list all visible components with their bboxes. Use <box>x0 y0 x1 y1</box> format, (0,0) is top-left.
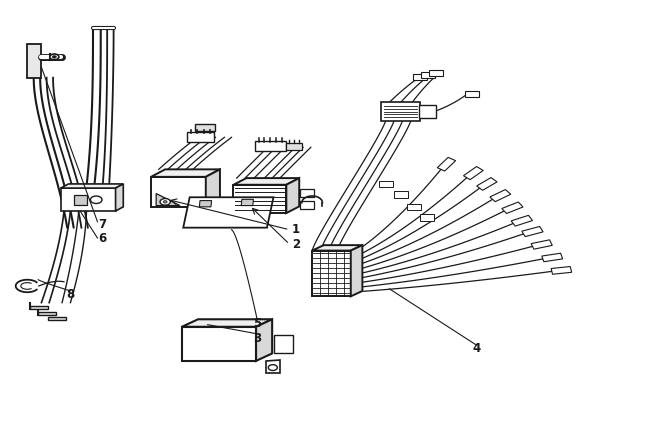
Polygon shape <box>542 253 563 262</box>
Polygon shape <box>182 327 256 361</box>
Polygon shape <box>48 317 66 320</box>
Circle shape <box>160 198 170 205</box>
Polygon shape <box>151 177 206 207</box>
Text: 8: 8 <box>66 288 75 301</box>
Polygon shape <box>312 251 351 296</box>
Polygon shape <box>156 194 180 206</box>
FancyBboxPatch shape <box>300 189 314 197</box>
Circle shape <box>90 196 102 203</box>
Text: 3: 3 <box>254 332 261 344</box>
Polygon shape <box>61 184 124 188</box>
Polygon shape <box>502 202 523 214</box>
Polygon shape <box>490 189 511 202</box>
FancyBboxPatch shape <box>381 102 421 121</box>
Polygon shape <box>182 319 272 327</box>
FancyBboxPatch shape <box>255 141 287 151</box>
Text: 7: 7 <box>99 218 107 231</box>
Polygon shape <box>287 178 299 213</box>
FancyBboxPatch shape <box>394 192 408 197</box>
Text: 6: 6 <box>99 232 107 245</box>
Polygon shape <box>463 167 483 180</box>
FancyBboxPatch shape <box>287 143 302 150</box>
Polygon shape <box>151 169 220 177</box>
Polygon shape <box>61 188 116 211</box>
Polygon shape <box>522 227 543 237</box>
Polygon shape <box>38 312 57 315</box>
Circle shape <box>50 54 59 60</box>
Polygon shape <box>312 245 363 251</box>
Polygon shape <box>27 44 42 78</box>
FancyBboxPatch shape <box>421 72 436 78</box>
Polygon shape <box>206 169 220 207</box>
Polygon shape <box>266 360 280 373</box>
Polygon shape <box>183 197 274 227</box>
Text: 2: 2 <box>292 238 300 251</box>
FancyBboxPatch shape <box>419 105 436 118</box>
Text: 1: 1 <box>292 223 300 236</box>
Polygon shape <box>551 267 571 274</box>
Polygon shape <box>531 240 552 249</box>
FancyBboxPatch shape <box>420 214 434 221</box>
FancyBboxPatch shape <box>196 124 215 132</box>
FancyBboxPatch shape <box>465 91 479 97</box>
Polygon shape <box>73 195 86 205</box>
FancyBboxPatch shape <box>407 204 421 210</box>
Polygon shape <box>437 157 456 171</box>
Text: 4: 4 <box>473 342 480 355</box>
Polygon shape <box>30 306 48 309</box>
Polygon shape <box>233 185 287 213</box>
Circle shape <box>163 200 167 203</box>
FancyBboxPatch shape <box>274 335 293 353</box>
Text: 5: 5 <box>254 317 261 330</box>
FancyBboxPatch shape <box>429 70 443 76</box>
Polygon shape <box>351 245 363 296</box>
Polygon shape <box>241 199 254 206</box>
Polygon shape <box>256 319 272 361</box>
Circle shape <box>53 56 57 58</box>
FancyBboxPatch shape <box>187 132 214 142</box>
Polygon shape <box>511 215 532 226</box>
Polygon shape <box>476 178 497 190</box>
Circle shape <box>268 365 278 371</box>
FancyBboxPatch shape <box>413 74 428 80</box>
Polygon shape <box>116 184 124 211</box>
FancyBboxPatch shape <box>300 201 314 209</box>
FancyBboxPatch shape <box>379 181 393 187</box>
Polygon shape <box>200 200 212 207</box>
Polygon shape <box>233 178 299 185</box>
